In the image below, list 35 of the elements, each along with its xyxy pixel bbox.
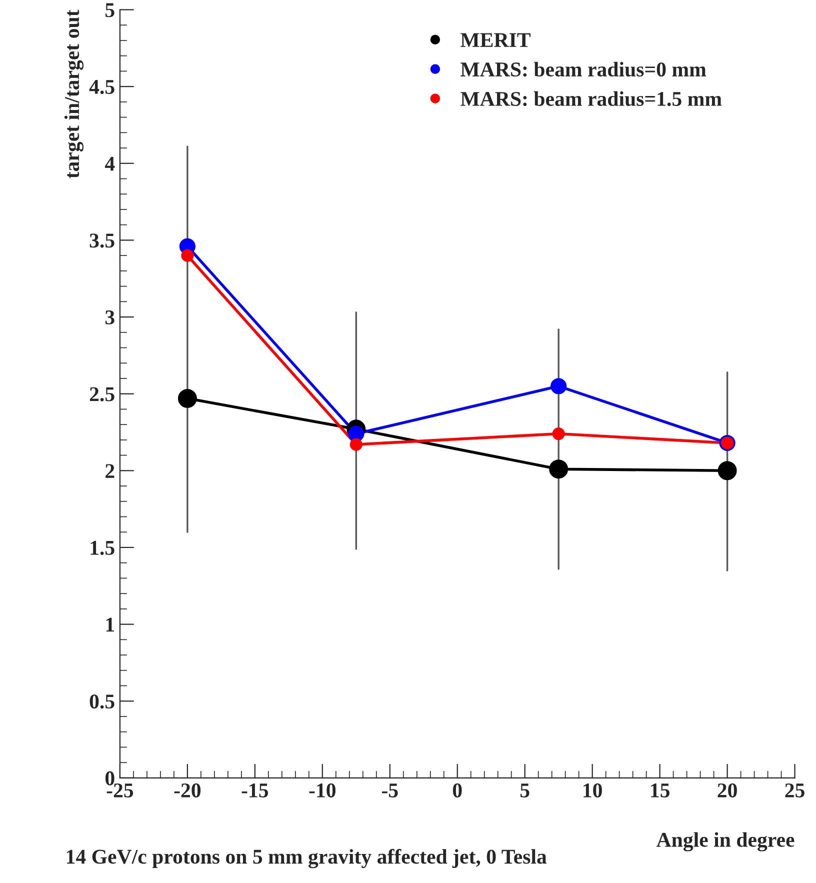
y-tick-label: 2.5: [90, 387, 114, 402]
y-tick-label: 4.5: [89, 80, 114, 94]
y-tick-label: 1.5: [90, 540, 114, 555]
y-axis-title: target in/target out: [64, 10, 84, 178]
x-tick-label: 0: [452, 783, 462, 798]
y-tick-label: 0.5: [90, 694, 114, 709]
y-tick-label: 3.5: [90, 234, 114, 248]
point: [550, 378, 567, 394]
legend-label: MERIT: [460, 33, 530, 47]
y-tick-label: 2: [106, 464, 114, 478]
x-tick-label: 5: [520, 784, 530, 798]
point: [350, 438, 362, 451]
legend-label: MARS: beam radius=0 mm: [460, 62, 706, 77]
x-tick-label: 15: [651, 783, 670, 798]
y-tick-label: 0: [105, 771, 114, 786]
x-tick-label: 25: [785, 783, 804, 798]
y-tick-label: 3: [105, 310, 114, 324]
y-tick-label: 1: [106, 618, 114, 632]
point: [552, 427, 565, 440]
point: [549, 460, 568, 479]
legend-label: MARS: beam radius=1.5 mm: [460, 91, 722, 106]
x-tick-label: -20: [174, 783, 201, 798]
point: [718, 461, 737, 480]
x-axis-title: Angle in degree: [656, 832, 794, 852]
point: [178, 388, 197, 408]
x-tick-label: -25: [106, 783, 134, 798]
x-tick-label: 20: [718, 783, 737, 798]
x-tick-label: -15: [242, 783, 268, 798]
x-tick-label: -5: [382, 784, 398, 798]
x-tick-label: -10: [309, 783, 336, 798]
text: 14 GeV/c protons on 5 mm gravity affected jet, 0 Tesla: [66, 848, 547, 868]
point: [181, 249, 194, 262]
y-tick-label: 4: [104, 156, 115, 171]
y-tick-label: 5: [106, 3, 114, 18]
x-tick-label: 10: [584, 783, 602, 798]
